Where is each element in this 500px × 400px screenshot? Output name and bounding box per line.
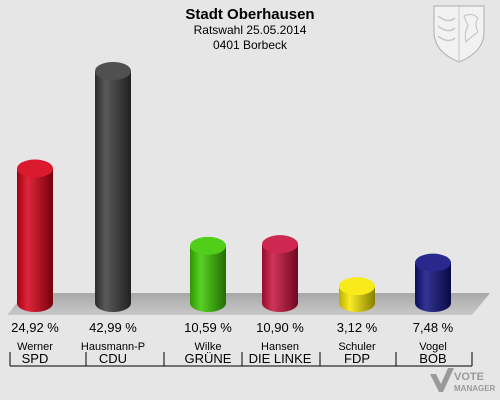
category-label: BOB: [419, 351, 447, 366]
chart-subtitle-district: 0401 Borbeck: [212, 38, 288, 52]
candidate-label: Hausmann-P: [80, 341, 146, 353]
bar-fdp: [339, 277, 375, 312]
bar-body: [190, 245, 226, 303]
category-label: FDP: [344, 351, 370, 366]
bar-top: [190, 236, 226, 255]
bar-top: [415, 253, 451, 272]
candidate-label: Vogel: [419, 341, 447, 353]
watermark-line1: VOTE: [454, 371, 484, 383]
watermark-line2: MANAGER: [454, 384, 496, 393]
candidate-label: Schuler: [338, 341, 376, 353]
bar-gr-ne: [190, 236, 226, 312]
chart-header: Stadt Oberhausen Ratswahl 25.05.2014 040…: [0, 6, 500, 53]
bar-top: [339, 277, 375, 296]
bar-bob: [415, 253, 451, 312]
bar-spd: [17, 159, 53, 312]
value-label: 24,92 %: [11, 320, 59, 335]
vote-manager-logo: VOTE MANAGER: [430, 368, 496, 393]
chart-title: Stadt Oberhausen: [185, 6, 315, 23]
category-label: CDU: [98, 351, 128, 366]
value-label: 3,12 %: [336, 320, 378, 335]
bar-body: [262, 244, 298, 303]
candidate-label: Werner: [17, 341, 53, 353]
bar-body: [95, 71, 131, 303]
bar-body: [17, 168, 53, 303]
coat-of-arms-emblem: [433, 5, 485, 63]
candidate-label: Hansen: [261, 341, 299, 353]
bar-top: [17, 159, 53, 178]
category-label: DIE LINKE: [248, 351, 312, 366]
bar-top: [262, 235, 298, 254]
candidate-label: Wilke: [194, 341, 222, 353]
bar-top: [95, 62, 131, 80]
value-label: 10,90 %: [256, 320, 304, 335]
bar-die-linke: [262, 235, 298, 312]
chart-subtitle-election: Ratswahl 25.05.2014: [193, 23, 307, 37]
value-label: 42,99 %: [89, 320, 137, 335]
category-label: SPD: [21, 351, 49, 366]
category-label: GRÜNE: [184, 351, 232, 366]
value-label: 7,48 %: [412, 320, 454, 335]
bar-cdu: [95, 62, 131, 312]
value-label: 10,59 %: [184, 320, 232, 335]
